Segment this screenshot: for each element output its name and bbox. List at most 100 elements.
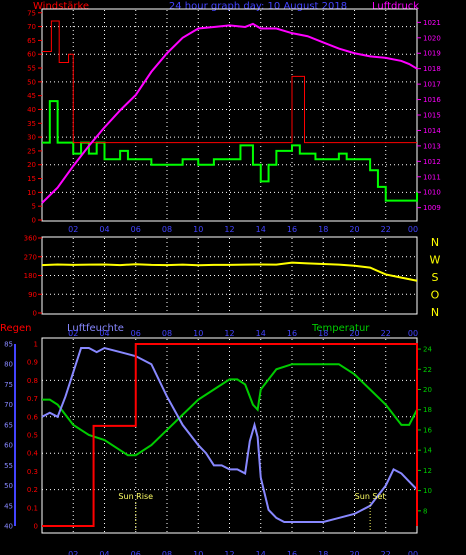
windstaerke-title: Windstärke xyxy=(33,1,89,12)
wind-axis-tick: 10 xyxy=(27,189,36,197)
graph-date-title: 24 hour graph day: 10 August 2018 xyxy=(169,1,347,12)
humidity-axis-tick: 50 xyxy=(4,482,13,490)
pressure-line xyxy=(41,22,418,204)
direction-axis-tick: 360 xyxy=(24,235,37,243)
temperature-axis-tick: 14 xyxy=(423,447,432,455)
x-axis-label-top: 04 xyxy=(99,225,109,234)
temperature-axis-tick: 24 xyxy=(423,346,432,354)
wind-pressure-axis-ticks: 0510152025303540455055606570751009101010… xyxy=(27,9,441,224)
rain-axis-tick: 0.9 xyxy=(27,359,38,367)
humidity-axis-tick: 75 xyxy=(4,381,13,389)
temperature-axis-tick: 8 xyxy=(423,507,427,515)
x-axis-label-bottom: 14 xyxy=(256,550,266,555)
x-axis-label-mid: 14 xyxy=(256,329,266,338)
temperature-axis-tick: 12 xyxy=(423,467,432,475)
rain-axis-tick: 0.2 xyxy=(27,486,38,494)
x-axis-label-bottom: 12 xyxy=(224,550,234,555)
x-axis-label-top: 14 xyxy=(256,225,266,234)
rain-humidity-temperature-grid xyxy=(42,339,417,532)
x-axis-label-bottom: 22 xyxy=(381,550,391,555)
wind-axis-tick: 5 xyxy=(32,203,36,211)
rain-axis-tick: 0.4 xyxy=(27,450,39,458)
sunrise-label: Sun Rise xyxy=(118,492,153,501)
temperature-axis-tick: 16 xyxy=(423,426,432,434)
rain-axis-tick: 0.8 xyxy=(27,377,38,385)
temperature-line xyxy=(42,363,418,457)
rain-axis-tick: 0.3 xyxy=(27,468,38,476)
direction-axis-tick: 180 xyxy=(24,272,37,280)
wind-axis-tick: 25 xyxy=(27,147,36,155)
wind-axis-tick: 35 xyxy=(27,120,36,128)
rain-humidity-temperature-series xyxy=(41,343,418,527)
x-axis-label-top: 12 xyxy=(224,225,234,234)
x-axis-label-bottom: 06 xyxy=(131,550,141,555)
x-axis-label-bottom: 08 xyxy=(162,550,172,555)
x-axis-label-mid: 18 xyxy=(318,329,328,338)
x-axis-label-bottom: 04 xyxy=(99,550,109,555)
x-axis-label-top: 20 xyxy=(349,225,359,234)
direction-compass-label: O xyxy=(431,289,440,302)
x-axis-label-bottom: 16 xyxy=(287,550,297,555)
regen-title: Regen xyxy=(0,323,32,334)
temperature-axis-tick: 22 xyxy=(423,366,432,374)
temperature-axis-tick: 18 xyxy=(423,406,432,414)
pressure-axis-tick: 1012 xyxy=(423,158,441,166)
pressure-axis-tick: 1011 xyxy=(423,173,441,181)
sunset-label: Sun Set xyxy=(355,492,386,501)
x-axis-label-top: 08 xyxy=(162,225,172,234)
rain-axis-tick: 0.6 xyxy=(27,413,39,421)
x-axis-label-mid: 02 xyxy=(68,329,78,338)
humidity-axis-tick: 85 xyxy=(4,341,13,349)
x-axis-label-top: 22 xyxy=(381,225,391,234)
x-axis-hour-labels: 02 04 06 08 10 12 14 16 18 20 22 00 02 04 06 08 10 12 14 16… xyxy=(68,225,418,555)
rain-axis-tick: 0.1 xyxy=(27,504,38,512)
x-axis-label-bottom: 02 xyxy=(68,550,78,555)
pressure-axis-tick: 1015 xyxy=(423,112,441,120)
wind-direction-series xyxy=(41,261,418,282)
wind-axis-tick: 45 xyxy=(27,92,36,100)
rain-line xyxy=(42,343,418,527)
wind-direction-grid xyxy=(42,238,417,313)
temperature-axis-tick: 10 xyxy=(423,487,432,495)
pressure-axis-tick: 1021 xyxy=(423,19,441,27)
humidity-axis-tick: 70 xyxy=(4,401,13,409)
wind-pressure-series xyxy=(41,20,418,204)
direction-compass-label: W xyxy=(430,254,441,267)
x-axis-label-bottom: 00 xyxy=(408,550,418,555)
x-axis-label-bottom: 18 xyxy=(318,550,328,555)
wind-direction-line xyxy=(41,261,418,282)
wind-axis-tick: 15 xyxy=(27,175,36,183)
rain-axis-tick: 1 xyxy=(34,341,38,349)
x-axis-label-bottom: 10 xyxy=(193,550,203,555)
direction-axis-tick: 0 xyxy=(33,310,37,318)
humidity-line xyxy=(41,346,418,523)
temperatur-title: Temperatur xyxy=(311,323,370,334)
direction-compass-label: N xyxy=(431,236,439,249)
wind-axis-tick: 55 xyxy=(27,65,36,73)
wind-axis-tick: 65 xyxy=(27,37,36,45)
humidity-axis-tick: 80 xyxy=(4,361,13,369)
wind-axis-tick: 75 xyxy=(27,9,36,17)
wind-axis-tick: 40 xyxy=(27,106,36,114)
luftfeuchte-title: Luftfeuchte xyxy=(67,323,124,334)
pressure-axis-tick: 1020 xyxy=(423,34,441,42)
x-axis-label-top: 06 xyxy=(131,225,141,234)
x-axis-label-top: 10 xyxy=(193,225,203,234)
x-axis-label-top: 02 xyxy=(68,225,78,234)
x-axis-label-mid: 16 xyxy=(287,329,297,338)
humidity-axis-tick: 55 xyxy=(4,462,13,470)
pressure-axis-tick: 1013 xyxy=(423,142,441,150)
wind-axis-tick: 20 xyxy=(27,161,36,169)
direction-axis-tick: 270 xyxy=(24,253,37,261)
pressure-axis-tick: 1018 xyxy=(423,65,441,73)
humidity-axis-tick: 45 xyxy=(4,502,13,510)
x-axis-label-mid: 10 xyxy=(193,329,203,338)
x-axis-label-top: 18 xyxy=(318,225,328,234)
pressure-axis-tick: 1014 xyxy=(423,127,441,135)
wind-pressure-grid xyxy=(42,10,417,220)
x-axis-label-mid: 20 xyxy=(349,329,359,338)
x-axis-label-mid: 00 xyxy=(408,329,418,338)
pressure-axis-tick: 1016 xyxy=(423,96,441,104)
humidity-axis-tick: 40 xyxy=(4,523,13,531)
